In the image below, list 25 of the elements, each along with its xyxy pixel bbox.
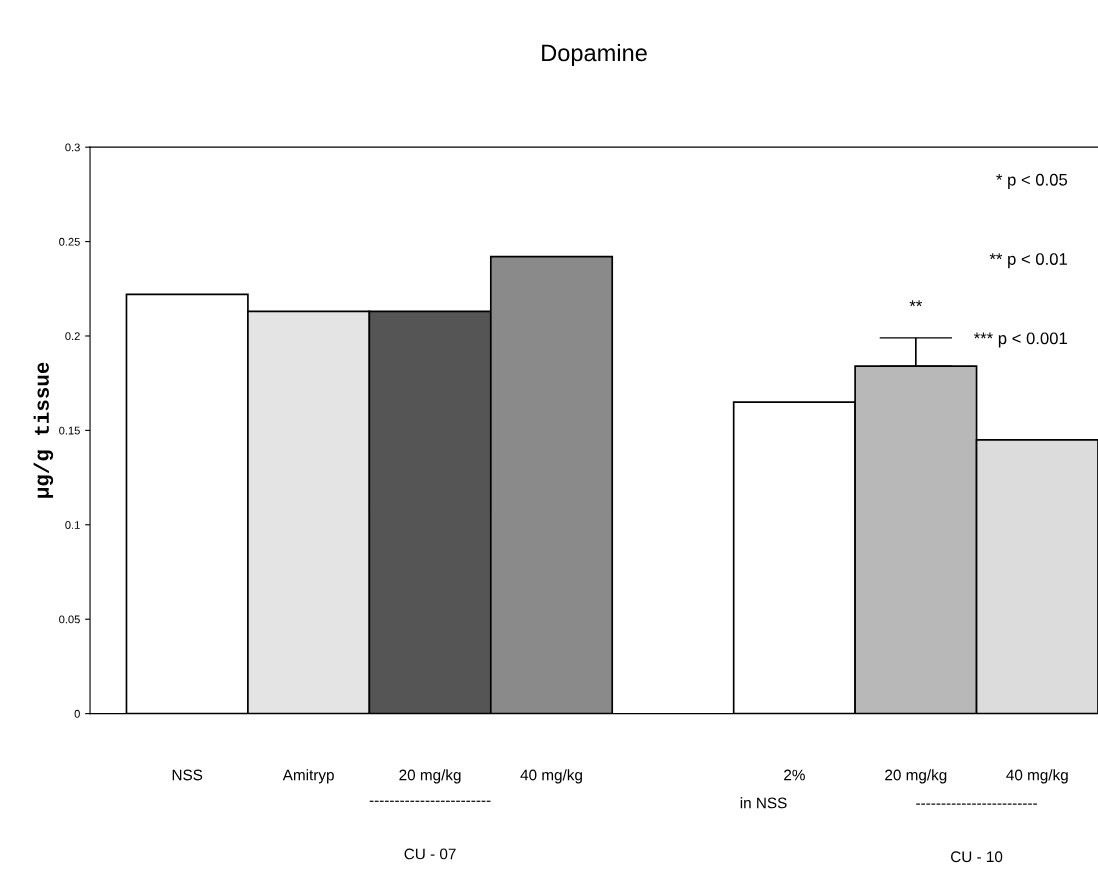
text: CU - 10: [951, 851, 1003, 863]
x-tick-label: 40 mg/kg: [1006, 769, 1068, 784]
chart-title: Dopamine: [542, 43, 647, 66]
y-tick-label: 0.25: [59, 237, 80, 246]
annotation: * p < 0.05: [996, 173, 1068, 189]
y-tick-label: 0.3: [65, 143, 80, 152]
y-tick-label: 0.2: [65, 332, 80, 341]
y-tick-label: 0.15: [59, 426, 80, 435]
text: CU - 07: [404, 848, 456, 860]
y-tick-label: 0.1: [65, 521, 80, 529]
y-tick-label: 0: [74, 709, 80, 718]
x-tick-label: 20 mg/kg: [885, 769, 947, 784]
x-tick-label: 2%: [784, 769, 805, 781]
text: in NSS: [740, 797, 787, 809]
x-tick-label: 40 mg/kg: [520, 769, 582, 784]
annotation: ** p < 0.01: [989, 253, 1067, 269]
x-tick-label: NSS: [172, 769, 203, 781]
x-tick-label: Amitryp: [282, 769, 334, 784]
annotation: **: [909, 300, 923, 307]
text: ------------------------: [916, 803, 1037, 805]
text: ------------------------: [369, 800, 491, 802]
x-tick-label: 20 mg/kg: [399, 769, 461, 784]
y-tick-label: 0.05: [59, 615, 80, 624]
y-axis-title: μg/g tissue: [33, 362, 54, 498]
annotation: *** p < 0.001: [973, 332, 1067, 348]
